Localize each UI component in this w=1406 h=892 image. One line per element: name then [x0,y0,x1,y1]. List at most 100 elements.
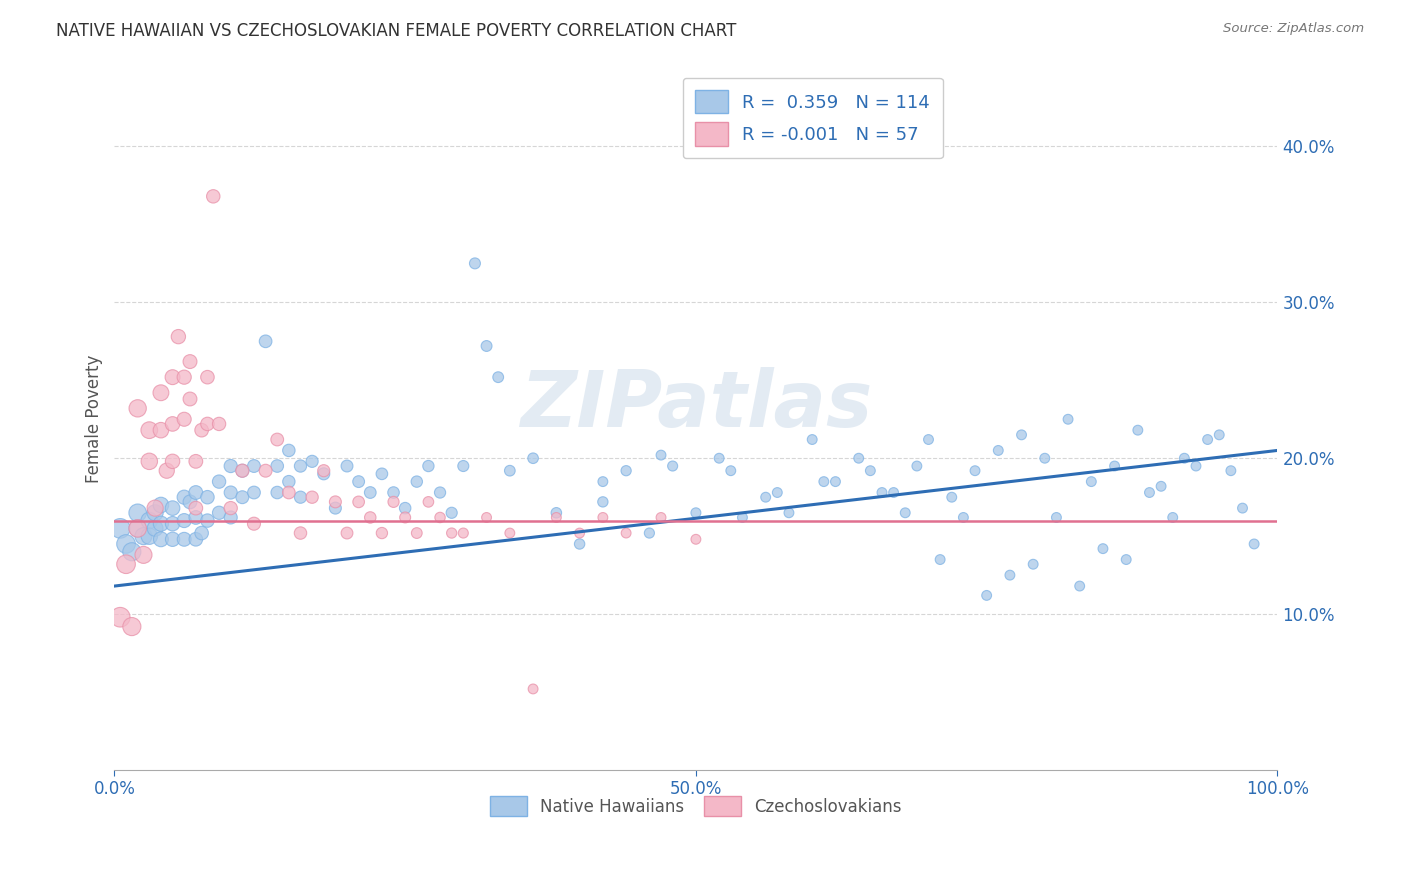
Point [464,256,486,270]
Point [894,506,917,520]
Point [197,514,219,528]
Point [149,516,172,531]
Point [266,433,288,447]
Point [1057,412,1080,426]
Point [336,526,359,541]
Point [1033,451,1056,466]
Point [149,533,172,547]
Point [184,501,207,516]
Point [290,458,312,473]
Legend: Native Hawaiians, Czechoslovakians: Native Hawaiians, Czechoslovakians [482,788,910,825]
Point [650,448,672,462]
Point [766,485,789,500]
Point [614,464,637,478]
Point [301,490,323,504]
Point [162,516,184,531]
Point [1069,579,1091,593]
Point [371,467,394,481]
Point [813,475,835,489]
Point [156,464,179,478]
Point [883,485,905,500]
Point [929,552,952,566]
Point [859,464,882,478]
Point [499,526,522,541]
Point [976,588,998,602]
Point [179,392,201,406]
Point [1185,458,1208,473]
Point [231,464,253,478]
Point [440,506,463,520]
Point [132,529,155,543]
Point [162,454,184,468]
Point [1208,427,1230,442]
Point [522,451,544,466]
Point [614,526,637,541]
Point [371,526,394,541]
Point [1104,458,1126,473]
Point [173,490,195,504]
Point [1150,479,1173,493]
Point [1126,423,1149,437]
Point [325,501,347,516]
Point [998,568,1021,582]
Point [127,401,149,416]
Point [499,464,522,478]
Point [143,506,166,520]
Point [301,454,323,468]
Point [110,610,132,624]
Point [173,533,195,547]
Point [359,485,381,500]
Point [592,495,614,509]
Point [138,423,160,437]
Point [190,423,212,437]
Point [1139,485,1161,500]
Point [347,495,370,509]
Point [312,464,335,478]
Point [952,510,974,524]
Point [277,485,299,500]
Point [162,417,184,431]
Point [359,510,381,524]
Point [127,521,149,535]
Point [1232,501,1254,516]
Point [115,558,138,572]
Point [731,510,754,524]
Point [127,521,149,535]
Point [1115,552,1137,566]
Point [546,506,568,520]
Point [266,458,288,473]
Point [336,458,359,473]
Point [190,526,212,541]
Point [685,506,707,520]
Point [475,510,498,524]
Point [179,495,201,509]
Point [115,537,138,551]
Point [987,443,1010,458]
Point [755,490,778,504]
Point [720,464,742,478]
Point [801,433,824,447]
Point [1022,558,1045,572]
Point [522,681,544,696]
Point [149,385,172,400]
Point [219,501,242,516]
Point [197,417,219,431]
Point [143,501,166,516]
Point [1243,537,1265,551]
Point [905,458,928,473]
Point [110,521,132,535]
Point [405,526,427,541]
Point [963,464,986,478]
Point [568,537,591,551]
Y-axis label: Female Poverty: Female Poverty [86,355,103,483]
Point [661,458,683,473]
Point [231,464,253,478]
Point [184,485,207,500]
Point [231,490,253,504]
Point [179,354,201,368]
Point [685,533,707,547]
Point [418,458,440,473]
Point [592,475,614,489]
Point [405,475,427,489]
Point [197,370,219,384]
